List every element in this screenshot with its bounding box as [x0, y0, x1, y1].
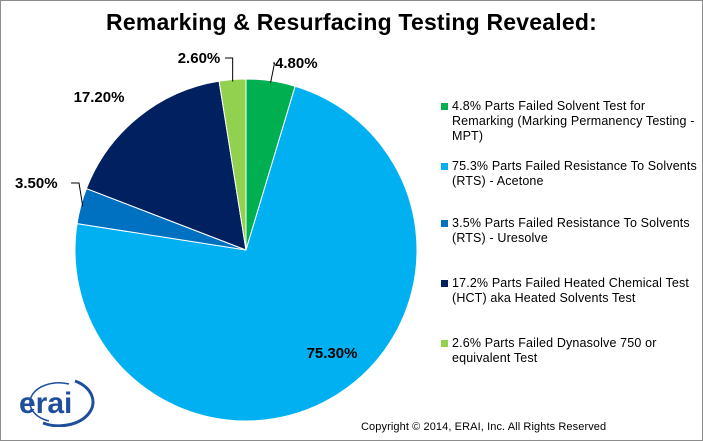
legend-text-mpt: 4.8% Parts Failed Solvent Test for Remar…	[452, 99, 695, 143]
leader-line-mpt	[270, 62, 276, 83]
legend-text-rts-uresolve: 3.5% Parts Failed Resistance To Solvents…	[452, 216, 690, 245]
legend-text-hct: 17.2% Parts Failed Heated Chemical Test …	[452, 276, 689, 305]
pie-slice-rts-acetone	[74, 85, 418, 422]
legend-swatch-rts-acetone	[441, 163, 448, 170]
data-label-dynasolve: 2.60%	[178, 50, 221, 67]
leader-line-dynasolve	[225, 57, 234, 82]
logo-swoosh-inner	[29, 382, 70, 422]
erai-logo: erai	[19, 379, 95, 427]
legend-swatch-dynasolve	[441, 340, 448, 347]
legend-text-dynasolve: 2.6% Parts Failed Dynasolve 750 or equiv…	[452, 336, 657, 365]
legend-swatch-rts-uresolve	[441, 220, 448, 227]
legend-swatch-mpt	[441, 103, 448, 110]
legend-text-rts-acetone: 75.3% Parts Failed Resistance To Solvent…	[452, 159, 697, 188]
chart-title: Remarking & Resurfacing Testing Revealed…	[106, 9, 597, 35]
data-label-rts-uresolve: 3.50%	[15, 175, 58, 192]
logo-swoosh	[42, 379, 95, 427]
copyright-notice: Copyright © 2014, ERAI, Inc. All Rights …	[361, 421, 607, 433]
leader-line-rts-uresolve	[71, 182, 84, 207]
data-label-hct: 17.20%	[74, 89, 125, 106]
data-label-mpt: 4.80%	[275, 55, 318, 72]
logo-text: erai	[19, 387, 72, 420]
data-label-rts-acetone: 75.30%	[307, 345, 358, 362]
pie-slice-hct	[85, 80, 247, 251]
legend-swatch-hct	[441, 280, 448, 287]
